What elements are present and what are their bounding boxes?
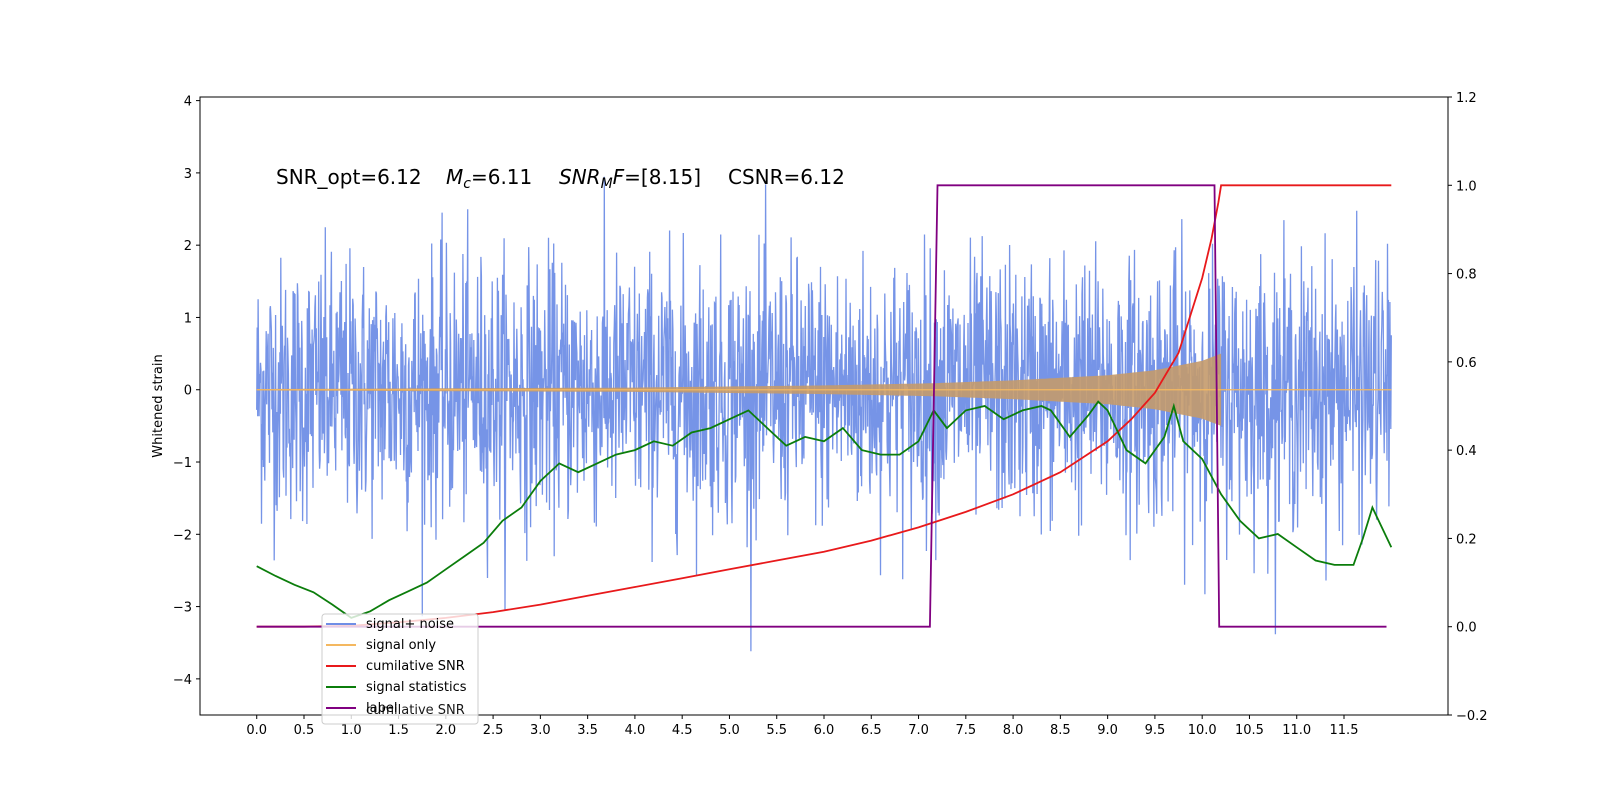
x-tick-label: 8.0 bbox=[1003, 723, 1024, 738]
y-tick-label: −1 bbox=[173, 456, 192, 471]
plot-area bbox=[256, 176, 1393, 652]
x-tick-label: 3.5 bbox=[577, 723, 598, 738]
x-tick-label: 6.5 bbox=[861, 723, 882, 738]
x-tick-label: 3.0 bbox=[530, 723, 551, 738]
x-tick-label: 5.5 bbox=[766, 723, 787, 738]
legend-label: cumilative SNR bbox=[366, 659, 465, 674]
y-axis-left: 4 3 2 1 0 −1 −2 −3 −4 bbox=[173, 95, 200, 688]
y-tick-label: −3 bbox=[173, 601, 192, 616]
y2-tick-label: −0.2 bbox=[1456, 709, 1488, 724]
x-axis: 0.0 0.5 1.0 1.5 2.0 2.5 3.0 3.5 4.0 4.5 5.0 5.5 6.0 6… bbox=[246, 715, 1358, 738]
x-tick-label: 9.0 bbox=[1097, 723, 1118, 738]
y-tick-label: 2 bbox=[184, 239, 192, 254]
series-signal-noise bbox=[256, 176, 1392, 652]
y2-tick-label: 1.2 bbox=[1456, 91, 1477, 106]
legend: signal+ noise signal only cumilative SNR si… bbox=[321, 613, 479, 725]
x-tick-label: 4.5 bbox=[672, 723, 693, 738]
x-tick-label: 6.0 bbox=[814, 723, 835, 738]
legend-label: signal statistics bbox=[366, 680, 467, 695]
y2-tick-label: 1.0 bbox=[1456, 179, 1477, 194]
x-tick-label: 11.0 bbox=[1282, 723, 1311, 738]
y-tick-label: 3 bbox=[184, 167, 192, 182]
y-axis-label: Whitened strain bbox=[151, 354, 166, 457]
legend-label: signal only bbox=[366, 638, 436, 653]
legend-overlay-text: cumilative SNR bbox=[366, 703, 465, 718]
x-tick-label: 2.0 bbox=[435, 723, 456, 738]
legend-box bbox=[321, 613, 479, 725]
legend-label: label bbox=[366, 701, 397, 716]
x-tick-label: 0.5 bbox=[294, 723, 315, 738]
x-tick-label: 4.0 bbox=[625, 723, 646, 738]
x-tick-label: 10.5 bbox=[1235, 723, 1264, 738]
x-tick-label: 5.0 bbox=[719, 723, 740, 738]
annotation-snr-mf: SNRMF=[8.15] bbox=[559, 165, 701, 192]
x-tick-label: 8.5 bbox=[1050, 723, 1071, 738]
y-tick-label: 4 bbox=[184, 95, 192, 110]
y-tick-label: 0 bbox=[184, 384, 192, 399]
annotation-mc: Mc=6.11 bbox=[446, 165, 532, 192]
y2-tick-label: 0.6 bbox=[1456, 356, 1477, 371]
y2-tick-label: 0.4 bbox=[1456, 444, 1477, 459]
x-tick-label: 2.5 bbox=[483, 723, 504, 738]
annotation-csnr: CSNR=6.12 bbox=[728, 165, 845, 189]
y-tick-label: 1 bbox=[184, 311, 192, 326]
y2-tick-label: 0.2 bbox=[1456, 532, 1477, 547]
legend-label: signal+ noise bbox=[366, 617, 454, 632]
y-tick-label: −2 bbox=[173, 528, 192, 543]
x-tick-label: 9.5 bbox=[1145, 723, 1166, 738]
x-tick-label: 1.0 bbox=[341, 723, 362, 738]
y2-tick-label: 0.8 bbox=[1456, 268, 1477, 283]
x-tick-label: 10.0 bbox=[1188, 723, 1217, 738]
annotation: SNR_opt=6.12 Mc=6.11 SNRMF=[8.15] CSNR=6… bbox=[276, 165, 845, 192]
annotation-snr-opt: SNR_opt=6.12 bbox=[276, 165, 422, 189]
x-tick-label: 1.5 bbox=[388, 723, 409, 738]
x-tick-label: 7.5 bbox=[955, 723, 976, 738]
y-axis-right: 1.2 1.0 0.8 0.6 0.4 0.2 0.0 −0.2 bbox=[1448, 91, 1488, 724]
y-tick-label: −4 bbox=[173, 673, 192, 688]
series-signal-statistics bbox=[256, 400, 1393, 619]
series-label bbox=[256, 184, 1387, 628]
y2-tick-label: 0.0 bbox=[1456, 621, 1477, 636]
x-tick-label: 7.0 bbox=[908, 723, 929, 738]
x-tick-label: 0.0 bbox=[246, 723, 267, 738]
x-tick-label: 11.5 bbox=[1330, 723, 1359, 738]
